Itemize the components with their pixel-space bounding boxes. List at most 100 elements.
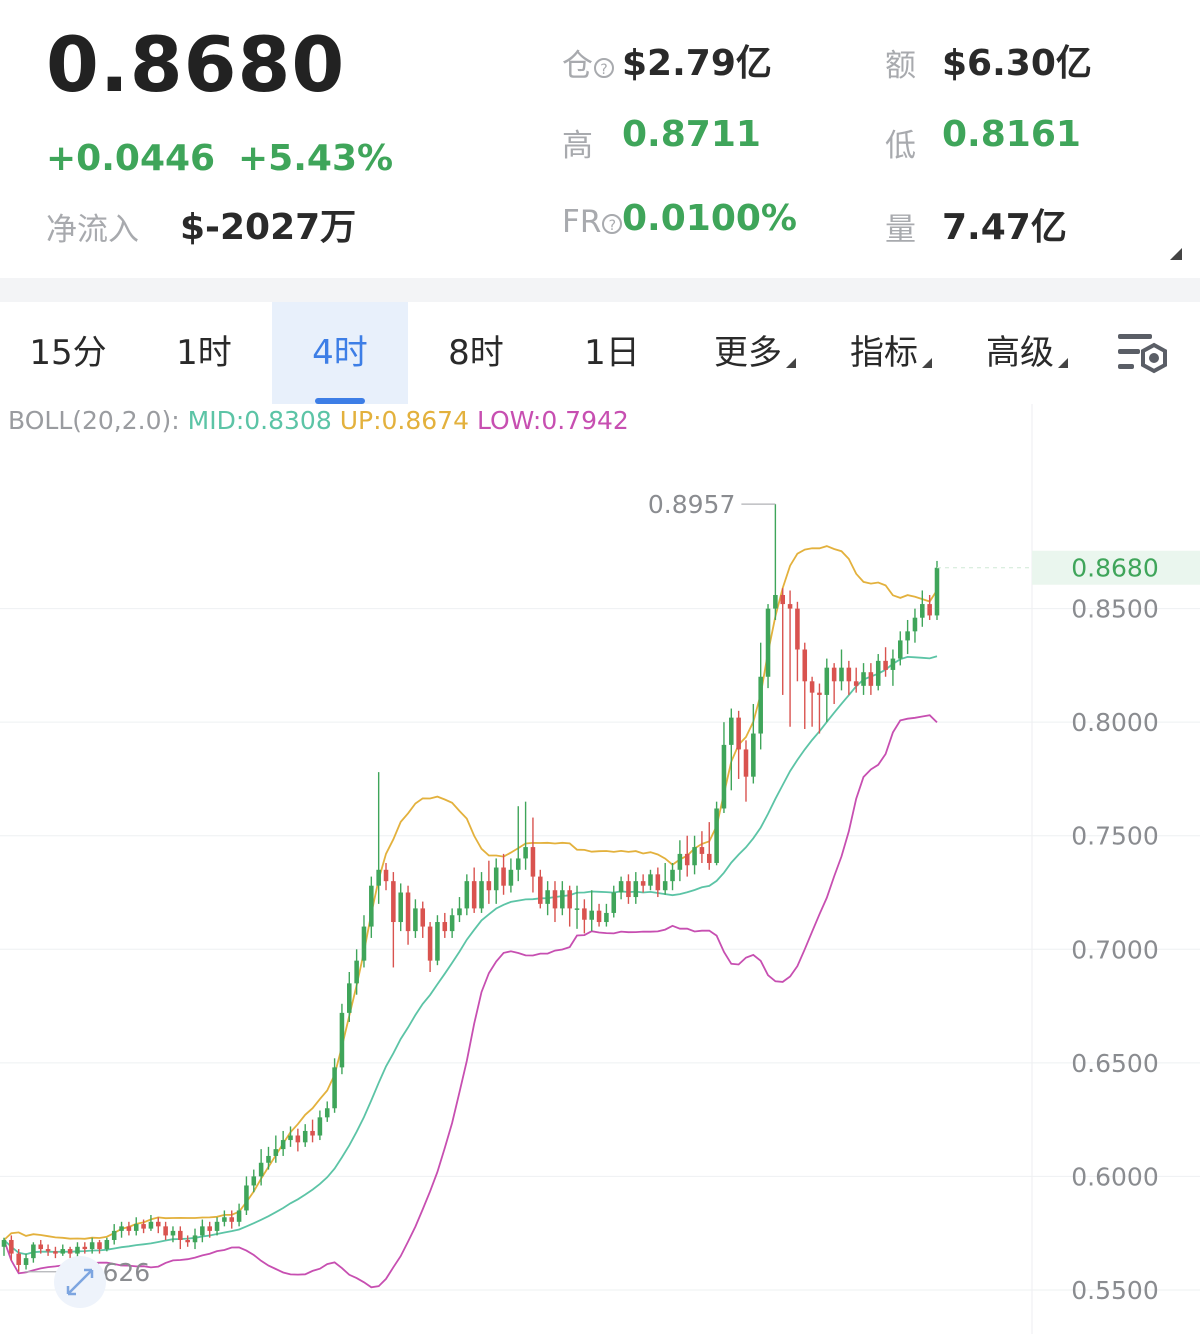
y-axis-label: 0.5500: [1071, 1276, 1158, 1305]
price-change-percent: +5.43%: [238, 138, 394, 179]
candle-body: [229, 1217, 235, 1222]
candle-body: [795, 608, 800, 650]
low-value: 0.8161: [942, 114, 1081, 155]
candle-body: [515, 858, 521, 870]
current-price-label: 0.8680: [1071, 554, 1158, 583]
candle-body: [560, 890, 565, 909]
ticker-header: 0.8680 +0.0446 +5.43% 净流入 $-2027万 仓? $2.…: [0, 0, 1200, 278]
funding-rate-value: 0.0100%: [622, 198, 797, 239]
boll-low: LOW:0.7942: [476, 406, 629, 435]
boll-mid: MID:0.8308: [187, 406, 332, 435]
help-icon[interactable]: ?: [602, 213, 623, 234]
tab-indicators[interactable]: 指标: [826, 302, 956, 404]
candle-body: [200, 1226, 205, 1236]
candle-body: [824, 667, 830, 695]
candle-body: [493, 867, 499, 891]
candle-body: [104, 1239, 110, 1250]
tab-more[interactable]: 更多: [690, 302, 820, 404]
candle-body: [677, 853, 683, 870]
candle-body: [736, 717, 741, 750]
boll-mid-line: [3, 655, 938, 1256]
tab-8h[interactable]: 8时: [448, 333, 504, 373]
candle-body: [868, 672, 874, 686]
last-price: 0.8680: [46, 20, 346, 109]
candle-body: [236, 1210, 242, 1222]
candle-body: [927, 604, 932, 616]
candle-body: [920, 604, 925, 618]
open-interest-label[interactable]: 仓?: [562, 40, 614, 85]
candle-body: [604, 912, 609, 923]
candle-body: [912, 617, 918, 632]
tab-advanced[interactable]: 高级: [962, 302, 1092, 404]
candle-body: [633, 881, 639, 898]
candle-body: [552, 890, 558, 909]
candle-body: [435, 922, 440, 961]
candle-body: [266, 1155, 271, 1163]
candle-body: [310, 1130, 315, 1136]
candle-body: [839, 667, 844, 682]
y-axis-label: 0.7500: [1071, 822, 1158, 851]
candle-body: [743, 749, 749, 777]
candle-body: [1, 1239, 7, 1247]
amount-label: 额: [885, 48, 916, 84]
section-divider: [0, 278, 1200, 302]
boll-upper-line: [3, 545, 938, 1241]
candle-body: [802, 649, 808, 682]
candle-body: [714, 808, 719, 863]
candle-body: [16, 1253, 21, 1265]
candle-body: [369, 885, 374, 927]
candle-body: [890, 658, 896, 670]
high-marker-label: 0.8957: [648, 490, 735, 519]
candle-body: [207, 1226, 212, 1231]
candle-body: [758, 676, 763, 734]
candle-body: [611, 892, 617, 913]
candle-body: [67, 1249, 73, 1254]
candle-body: [706, 853, 712, 863]
candle-body: [831, 667, 837, 682]
candle-body: [640, 881, 646, 886]
candle-body: [780, 594, 786, 605]
funding-rate-label[interactable]: FR?: [562, 204, 623, 240]
candle-body: [163, 1226, 168, 1236]
candle-body: [288, 1135, 293, 1141]
y-axis-label: 0.6500: [1071, 1049, 1158, 1078]
price-change: +0.0446: [46, 138, 216, 179]
high-value: 0.8711: [622, 114, 761, 155]
candle-body: [295, 1135, 301, 1143]
candle-body: [875, 660, 881, 686]
y-axis-label: 0.6000: [1071, 1162, 1158, 1191]
candle-body: [280, 1140, 286, 1150]
fullscreen-toggle-icon[interactable]: [54, 1256, 106, 1308]
candle-body: [178, 1230, 183, 1240]
dropdown-corner-icon: [922, 358, 932, 368]
candle-body: [23, 1258, 29, 1265]
candle-body: [317, 1117, 323, 1136]
candle-body: [244, 1185, 249, 1211]
candle-body: [479, 881, 484, 909]
candle-body: [582, 908, 587, 920]
candle-body: [97, 1242, 102, 1250]
candle-body: [141, 1224, 146, 1229]
candle-body: [222, 1217, 227, 1222]
candle-body: [45, 1249, 51, 1252]
candle-body: [861, 672, 866, 686]
candle-body: [38, 1244, 44, 1250]
kline-chart[interactable]: 0.8500 0.8000 0.7500 0.7000 0.6500 0.6000 0.55…: [0, 404, 1200, 1334]
chart-settings-icon[interactable]: [1116, 328, 1170, 378]
candle-body: [405, 892, 411, 932]
current-price-tag: [1032, 550, 1200, 585]
tab-1h[interactable]: 1时: [176, 333, 232, 373]
candle-body: [897, 640, 903, 659]
interval-tabs: 15分 1时 4时 8时 1日 更多 指标 高级: [0, 302, 1200, 404]
tab-15m[interactable]: 15分: [29, 333, 107, 373]
expand-corner-icon[interactable]: [1170, 248, 1182, 260]
candle-body: [376, 869, 381, 886]
high-label: 高: [562, 128, 593, 164]
tab-1d[interactable]: 1日: [584, 333, 640, 373]
candle-body: [192, 1235, 198, 1243]
candle-body: [729, 717, 734, 745]
help-icon[interactable]: ?: [594, 57, 614, 78]
boll-up: UP:0.8674: [339, 406, 469, 435]
candle-body: [185, 1239, 190, 1243]
tab-4h[interactable]: 4时: [272, 302, 408, 404]
